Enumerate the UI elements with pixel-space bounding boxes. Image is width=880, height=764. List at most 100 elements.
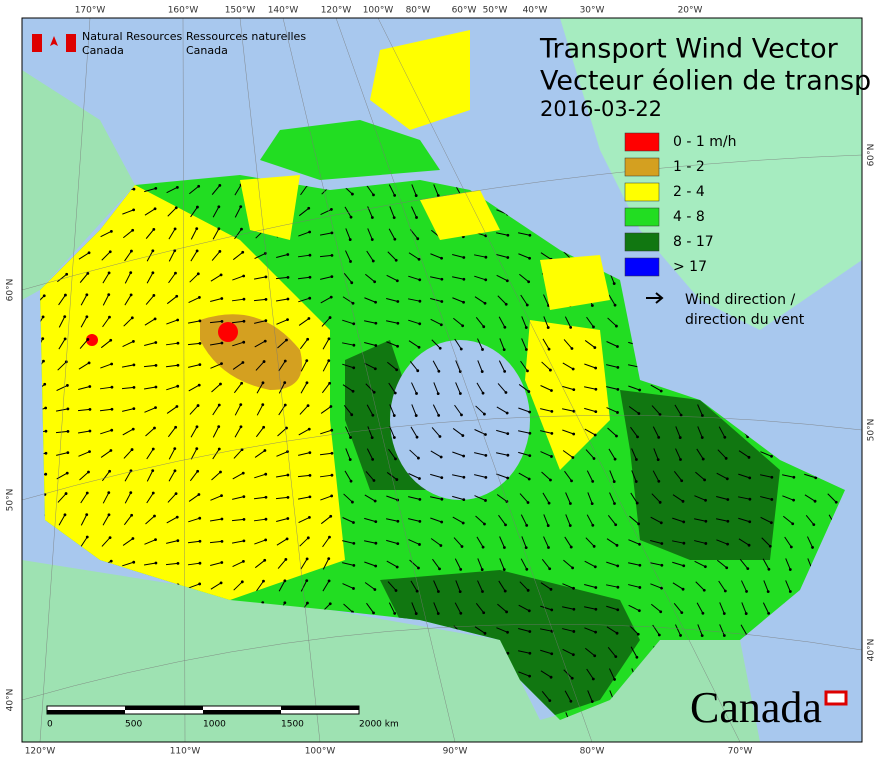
wind-arrow [320, 232, 332, 236]
wind-arrow [498, 580, 506, 592]
wind-arrow [673, 470, 683, 482]
top-label: 120°W [321, 6, 352, 16]
wind-arrow-head [87, 361, 91, 365]
wind-arrow [212, 206, 220, 218]
wind-arrow [144, 208, 156, 216]
wind-arrow [738, 473, 750, 479]
wind-arrow-head [242, 319, 246, 323]
wind-arrow [433, 382, 439, 394]
wind-arrow [297, 276, 311, 280]
wind-arrow [342, 540, 354, 544]
wind-arrow [189, 273, 199, 283]
wind-arrow-head [594, 387, 598, 391]
wind-arrow-head [440, 497, 444, 501]
wind-arrow [675, 448, 681, 460]
wind-arrow-head [614, 523, 618, 527]
wind-arrow [102, 316, 110, 328]
wind-arrow-head [283, 403, 287, 407]
wind-arrow [167, 207, 177, 217]
wind-arrow [562, 450, 574, 458]
wind-arrow-head [703, 565, 707, 569]
wind-arrow [739, 559, 749, 569]
wind-arrow [79, 273, 89, 283]
wind-arrow-head [374, 541, 378, 545]
wind-arrow-head [416, 237, 420, 241]
wind-arrow [275, 474, 289, 478]
wind-arrow-head [482, 611, 486, 615]
wind-arrow [234, 228, 242, 240]
wind-arrow [144, 407, 156, 413]
wind-arrow-head [110, 385, 114, 389]
wind-arrow-head [129, 293, 133, 297]
wind-arrow-head [220, 561, 224, 564]
wind-arrow [388, 228, 396, 240]
wind-arrow [209, 540, 223, 544]
wind-arrow [364, 582, 376, 590]
wind-arrow-head [414, 414, 418, 417]
wind-arrow [321, 382, 331, 394]
wind-arrow-head [700, 436, 704, 439]
wind-arrow [606, 386, 618, 390]
agency-en: Natural Resources [82, 30, 183, 43]
wind-arrow-head [591, 677, 595, 681]
wind-arrow [520, 360, 528, 372]
wind-arrow-head [351, 192, 354, 196]
wind-arrow [674, 404, 682, 416]
wind-arrow [629, 625, 639, 635]
wind-arrow-head [527, 609, 531, 613]
wind-arrow-head [462, 454, 466, 458]
wind-arrow-head [372, 193, 375, 197]
wind-arrow [55, 430, 69, 434]
wind-arrow-head [594, 366, 598, 370]
wind-arrow-head [437, 369, 441, 373]
wind-arrow-head [374, 564, 378, 568]
wind-arrow-head [348, 238, 352, 241]
wind-arrow-head [462, 300, 465, 304]
wind-arrow-head [176, 363, 180, 367]
wind-arrow [738, 538, 750, 546]
wind-arrow [319, 474, 333, 478]
wind-arrow-head [327, 359, 331, 363]
wind-arrow [57, 493, 67, 503]
wind-arrow [541, 361, 551, 371]
wind-arrow-head [241, 361, 245, 364]
wind-arrow-head [593, 654, 597, 658]
wind-arrow [563, 339, 573, 349]
wind-arrow-head [195, 227, 199, 231]
wind-arrow-head [109, 229, 113, 233]
wind-arrow-head [263, 449, 267, 452]
wind-arrow-head [152, 227, 156, 231]
wind-arrow-head [154, 561, 158, 565]
wind-arrow [411, 206, 417, 218]
wind-arrow [322, 360, 330, 372]
wind-arrow [543, 536, 549, 548]
wind-arrow [122, 538, 134, 546]
wind-arrow-head [418, 497, 422, 501]
wind-arrow [144, 341, 156, 347]
wind-arrow [102, 492, 110, 504]
wind-arrow [454, 602, 462, 614]
wind-arrow [804, 473, 816, 479]
wind-arrow [497, 603, 507, 613]
wind-arrow [541, 471, 551, 481]
wind-arrow [785, 558, 791, 570]
wind-arrow-head [285, 426, 288, 430]
wind-arrow-head [525, 303, 529, 307]
wind-arrow [784, 536, 792, 548]
wind-arrow [188, 494, 200, 502]
wind-arrow-head [308, 516, 311, 519]
wind-arrow [145, 229, 155, 239]
wind-arrow-head [42, 294, 46, 298]
wind-arrow-head [63, 315, 67, 319]
wind-arrow [298, 318, 310, 326]
wind-arrow [254, 473, 266, 479]
wind-arrow [564, 536, 572, 548]
wind-arrow-head [747, 455, 751, 459]
wind-arrow [496, 473, 508, 479]
wind-arrow-head [198, 341, 202, 345]
scale-label: 1500 [281, 720, 304, 730]
wind-arrow-head [264, 275, 268, 279]
wind-arrow [519, 581, 529, 591]
wind-arrow [364, 540, 376, 544]
legend-arrow [646, 292, 664, 304]
